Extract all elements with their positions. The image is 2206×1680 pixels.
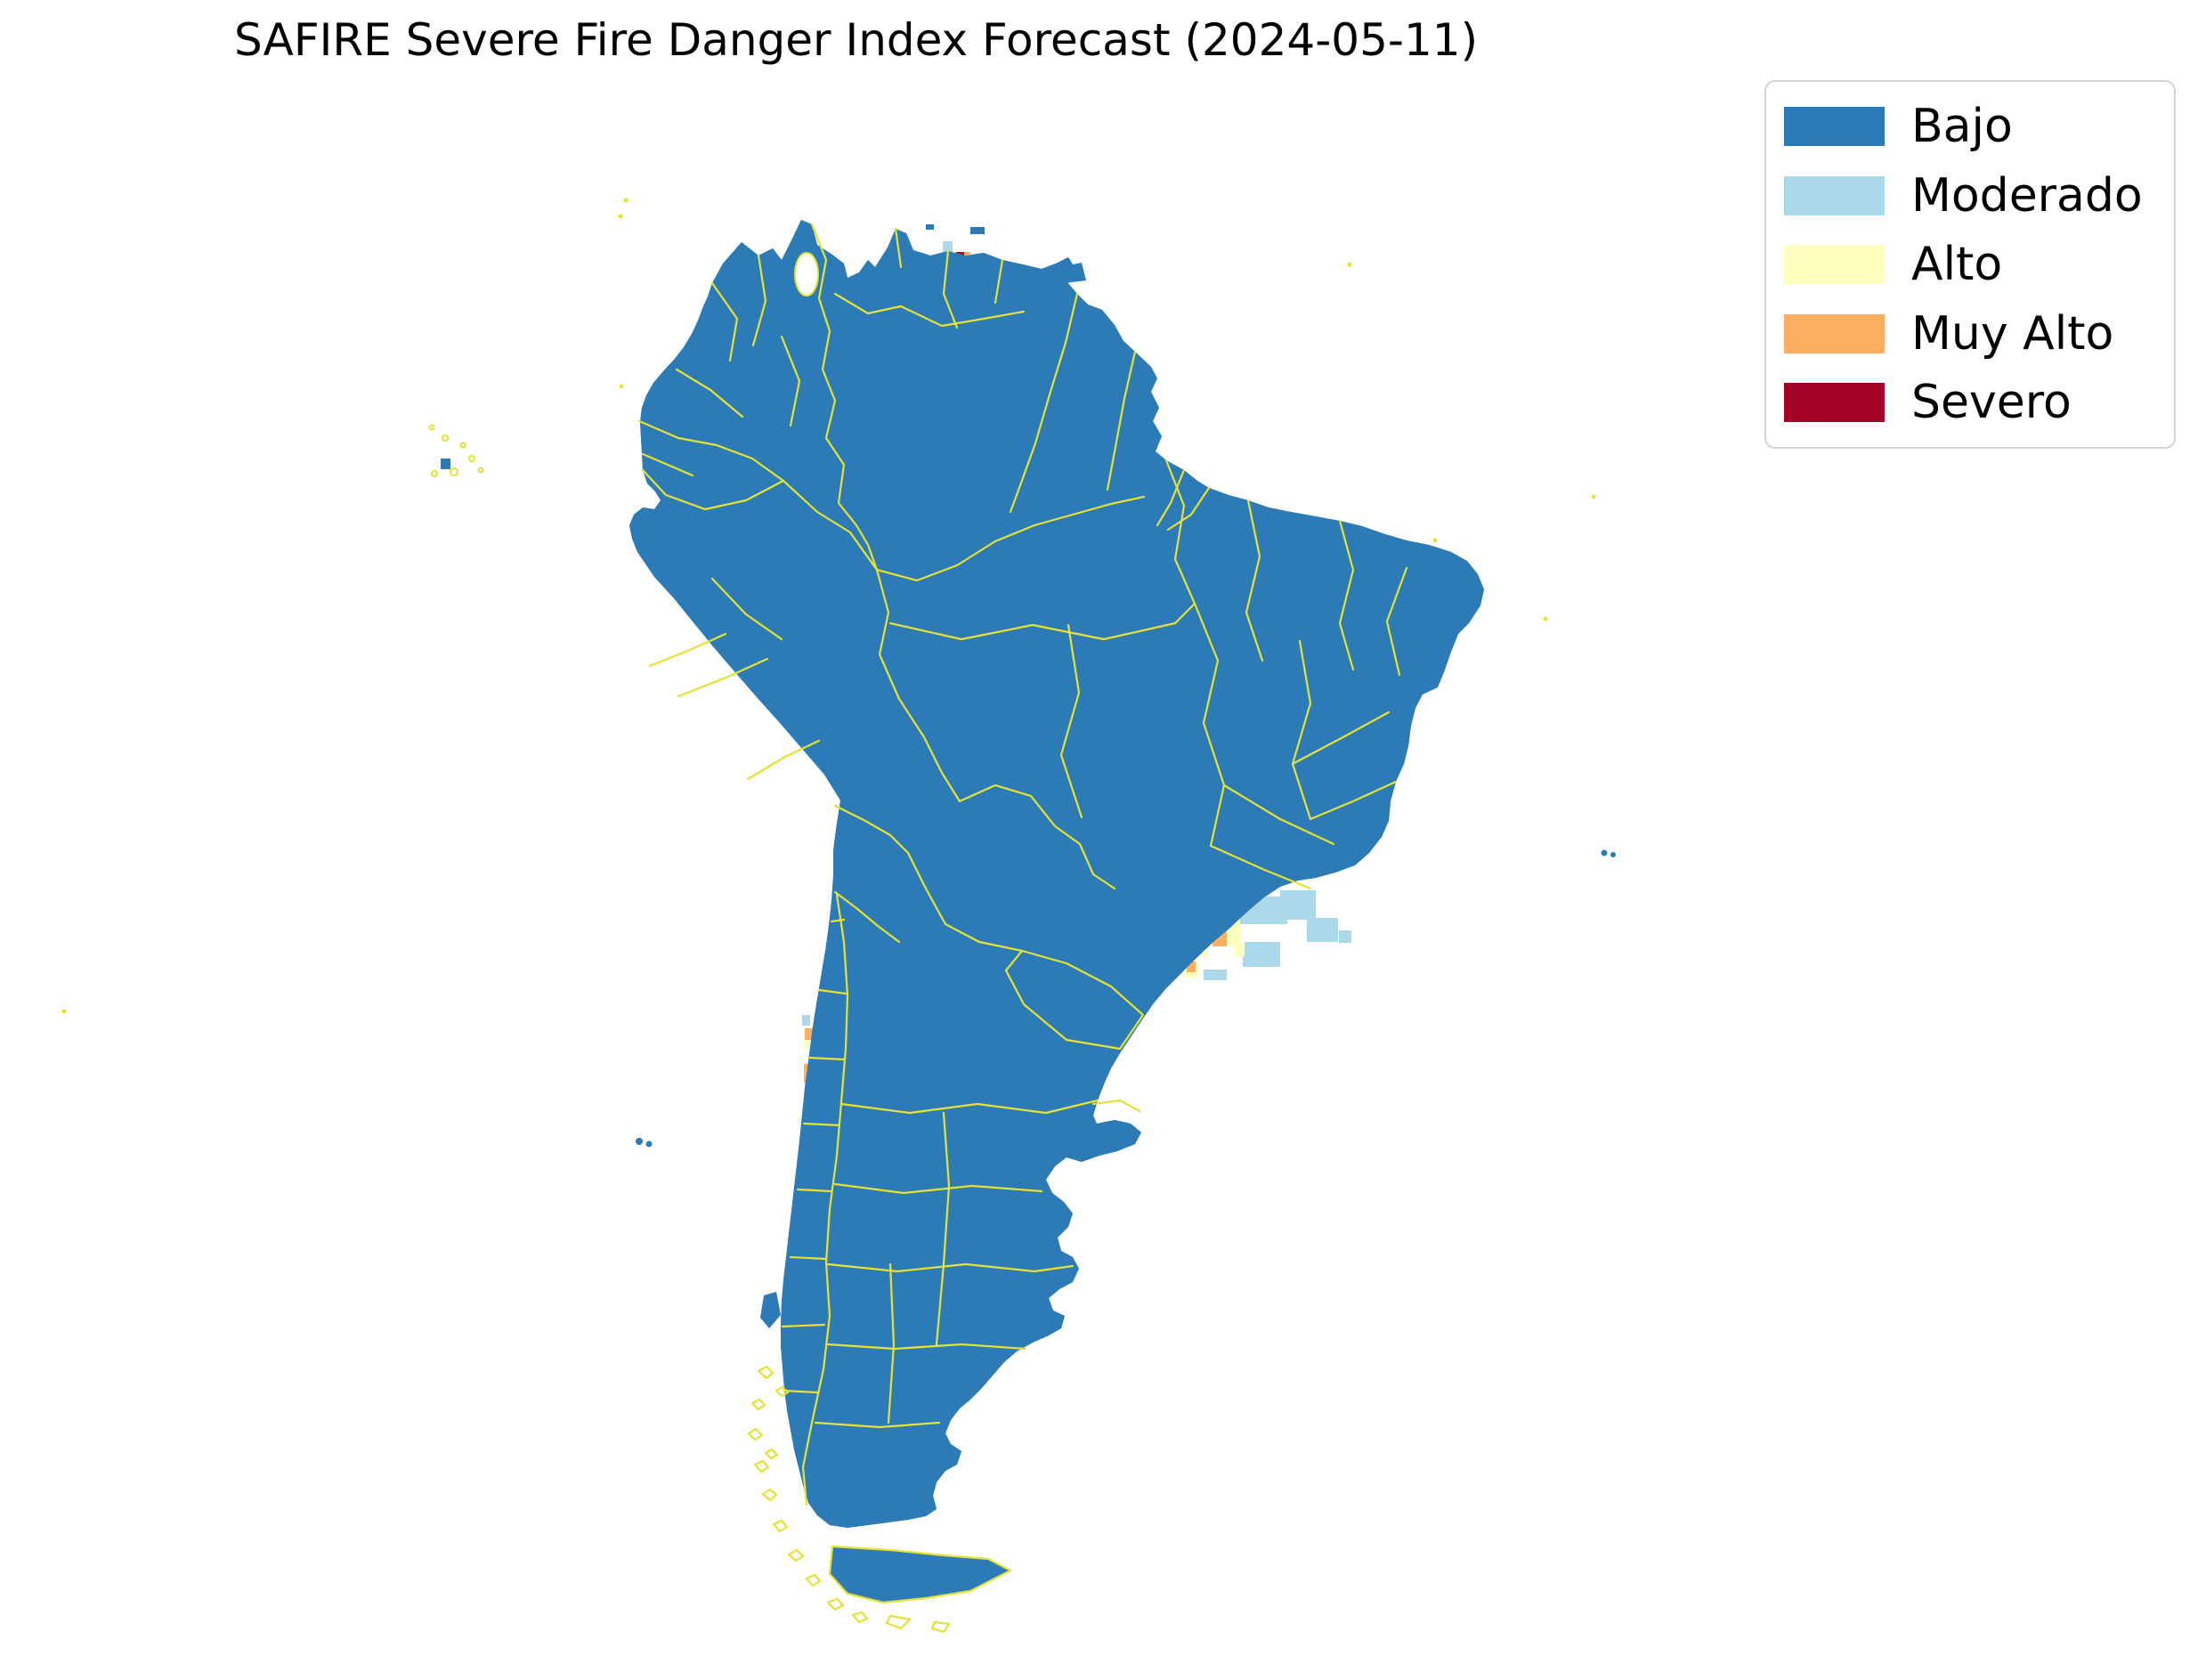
figure-title: SAFIRE Severe Fire Danger Index Forecast… <box>234 14 1479 66</box>
legend-item-alto: Alto <box>1784 241 2156 288</box>
tierra-del-fuego <box>830 1546 1010 1603</box>
moderado-swatch <box>1784 175 1885 215</box>
ocean-island-specks <box>61 198 1616 1148</box>
chiloe-island <box>760 1292 781 1328</box>
legend-label: Alto <box>1911 238 2003 291</box>
legend: Bajo Moderado Alto Muy Alto Severo <box>1764 80 2176 449</box>
muy_alto-swatch <box>1784 313 1885 353</box>
severo-swatch <box>1784 383 1885 422</box>
legend-label: Bajo <box>1911 100 2013 153</box>
legend-item-muy_alto: Muy Alto <box>1784 311 2156 357</box>
admin-boundaries <box>629 220 1484 1604</box>
legend-item-moderado: Moderado <box>1784 173 2156 219</box>
galapagos-islands <box>428 424 484 477</box>
legend-label: Severo <box>1911 376 2072 429</box>
alto-swatch <box>1784 245 1885 284</box>
caribbean-islet <box>926 224 934 230</box>
patagonia-fjord-islands <box>747 1365 951 1634</box>
legend-item-severo: Severo <box>1784 379 2156 426</box>
legend-label: Moderado <box>1911 168 2143 223</box>
margarita-island <box>970 227 985 234</box>
legend-item-bajo: Bajo <box>1784 103 2156 150</box>
legend-label: Muy Alto <box>1911 306 2114 361</box>
lake-maracaibo <box>794 252 819 296</box>
bajo-swatch <box>1784 107 1885 146</box>
